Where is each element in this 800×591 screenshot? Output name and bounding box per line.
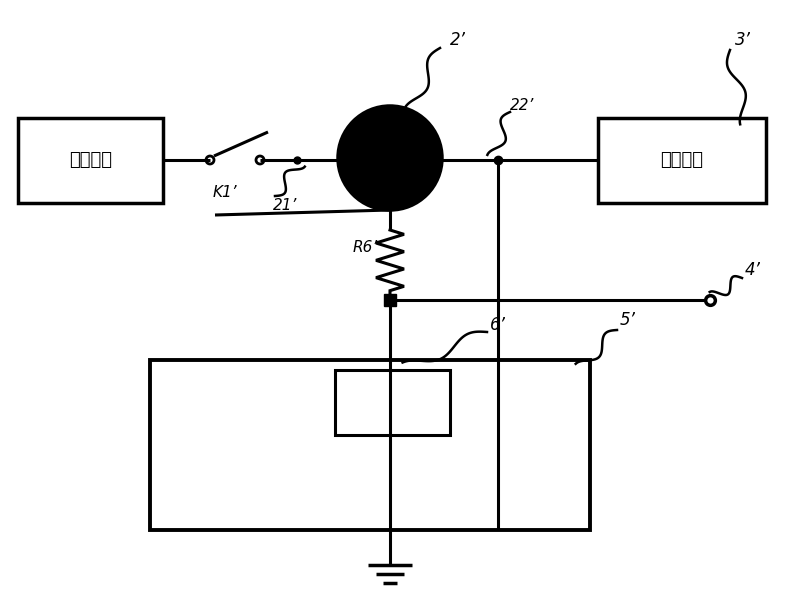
Text: 2’: 2’ — [450, 31, 466, 49]
Text: 21’: 21’ — [273, 198, 297, 213]
Text: 其他电路: 其他电路 — [661, 151, 703, 170]
Text: R6’: R6’ — [353, 240, 378, 255]
Text: 3’: 3’ — [735, 31, 751, 49]
Bar — [335, 370, 450, 435]
Circle shape — [338, 106, 442, 210]
Text: 汽车电源: 汽车电源 — [69, 151, 112, 170]
Bar — [150, 360, 590, 530]
Text: 6’: 6’ — [490, 316, 506, 334]
Text: 油表: 油表 — [378, 148, 402, 167]
Text: 22’: 22’ — [510, 98, 534, 112]
Text: 5’: 5’ — [620, 311, 636, 329]
Bar — [18, 118, 163, 203]
Text: 4’: 4’ — [745, 261, 761, 279]
Text: K1’: K1’ — [213, 185, 238, 200]
Bar — [598, 118, 766, 203]
